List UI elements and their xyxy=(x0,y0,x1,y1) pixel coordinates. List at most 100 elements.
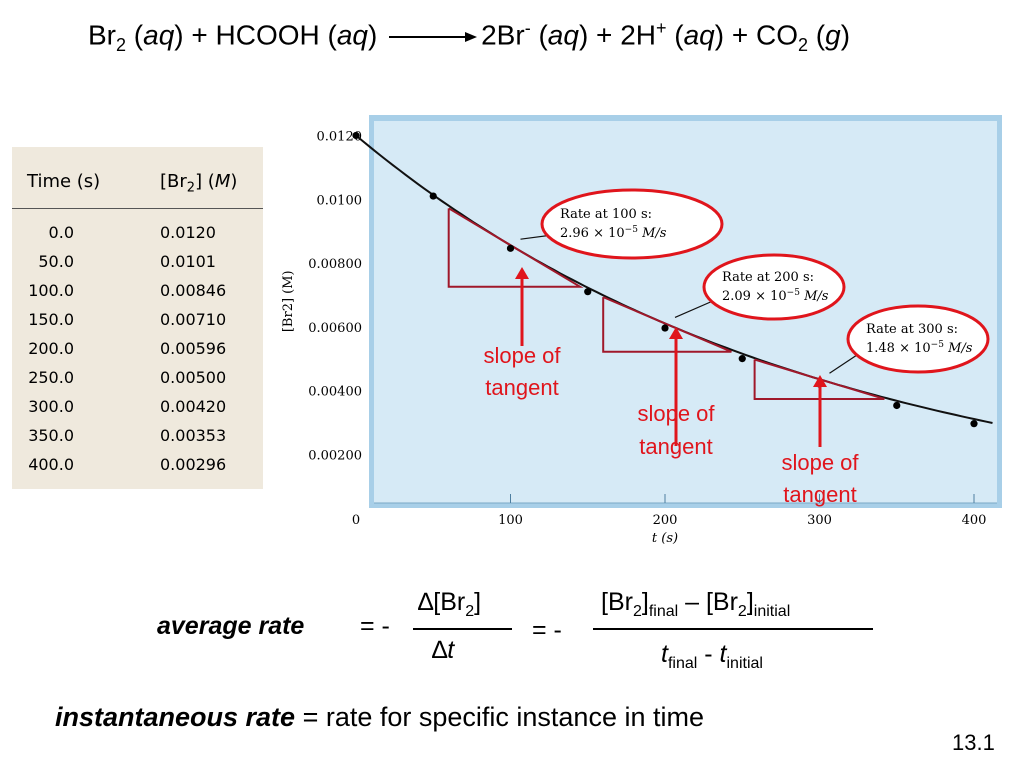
header-br: [Br xyxy=(160,171,187,192)
delta-br-text: ∆[Br xyxy=(418,588,466,616)
t-final-sub: final xyxy=(667,655,698,672)
hydrogen-charge: + xyxy=(655,18,667,38)
table-cell-time: 400.0 xyxy=(28,455,74,474)
phase-aq: aq xyxy=(336,19,368,51)
data-point xyxy=(661,324,669,332)
slope-arrow-head-icon xyxy=(515,267,529,279)
slope-label-line2: tangent xyxy=(485,375,558,400)
table-cell-time: 0.0 xyxy=(48,223,74,242)
delta-t: ∆t xyxy=(432,636,454,665)
phase-open: ( xyxy=(126,19,144,51)
x-tick-label: 0 xyxy=(352,513,360,528)
delta-symbol: ∆ xyxy=(432,636,448,664)
slope-label-line1: slope of xyxy=(483,343,561,368)
product-co2: + CO xyxy=(724,19,799,51)
data-point xyxy=(893,401,901,410)
phase-close: ) xyxy=(174,19,184,51)
table-cell-time: 300.0 xyxy=(28,397,74,416)
slope-label-line1: slope of xyxy=(781,450,859,475)
table-cell-concentration: 0.00500 xyxy=(160,368,227,387)
header-mid: ] ( xyxy=(195,171,215,192)
y-tick-label: 0.0120 xyxy=(317,130,363,145)
reaction-arrow-icon xyxy=(389,31,478,42)
data-point xyxy=(506,244,515,252)
concentration-table: Time (s) [Br2] (M) 0.0 0.0120 50.0 0.0101 10… xyxy=(12,147,263,489)
slope-label-line2: tangent xyxy=(783,482,856,507)
rate-callout-title: Rate at 300 s: xyxy=(866,322,958,337)
num-a-final: final xyxy=(648,603,679,620)
phase-aq: aq xyxy=(683,19,715,51)
t-var: t xyxy=(447,636,455,664)
y-tick-label: 0.00400 xyxy=(308,385,362,400)
phase-aq: aq xyxy=(143,19,175,51)
table-cell-time: 250.0 xyxy=(28,368,74,387)
table-cell-concentration: 0.0101 xyxy=(160,252,216,271)
num-b-initial: initial xyxy=(753,603,791,620)
br2-subscript: 2 xyxy=(116,34,127,55)
num-b-close: ] xyxy=(746,588,754,616)
t-initial-sub: initial xyxy=(726,655,763,672)
reactant-hcooh: + HCOOH ( xyxy=(183,19,337,51)
reactant-br2: Br xyxy=(88,19,116,51)
rate-callout-title: Rate at 100 s: xyxy=(560,207,652,222)
rate-unit: M/s xyxy=(944,341,973,356)
rate-value: 2.09 × 10 xyxy=(722,289,787,304)
concentration-vs-time-chart: 0.0120 0.0100 0.00800 0.00600 0.00400 0.00200… xyxy=(281,115,1002,546)
product-bromide: 2Br xyxy=(481,19,525,51)
co2-subscript: 2 xyxy=(798,34,809,55)
instantaneous-rate-definition: instantaneous rate = rate for specific i… xyxy=(55,702,704,733)
reaction-equation: Br2 (aq) + HCOOH (aq) 2Br- (aq) + 2H+ (a… xyxy=(88,18,850,56)
y-axis-label: [Br2] (M) xyxy=(281,270,296,332)
table-cell-concentration: 0.00296 xyxy=(160,455,227,474)
minus-equals-2: = - xyxy=(532,616,562,644)
slope-arrow-head-icon xyxy=(669,327,683,339)
phase-open: ( xyxy=(808,19,826,51)
phase-g: g xyxy=(825,19,841,51)
data-point xyxy=(429,192,437,200)
num-b-sub: 2 xyxy=(737,603,747,620)
phase-close: ) xyxy=(368,19,378,51)
rate-callout-value: 2.09 × 10−5 M/s xyxy=(722,288,829,304)
x-tick-label: 300 xyxy=(807,513,832,528)
y-tick-label: 0.00600 xyxy=(308,321,362,336)
phase-close: ) xyxy=(714,19,725,51)
header-divider xyxy=(12,208,263,209)
table-cell-time: 200.0 xyxy=(28,339,74,358)
phase-aq: aq xyxy=(547,19,579,51)
den-minus: - xyxy=(697,640,720,668)
denominator-t-diff: tfinal - tinitial xyxy=(661,640,763,673)
table-cell-concentration: 0.00420 xyxy=(160,397,227,416)
table-cell-time: 350.0 xyxy=(28,426,74,445)
product-hydrogen: + 2H xyxy=(588,19,656,51)
conc-column-header: [Br2] (M) xyxy=(160,171,237,196)
delta-br-sub: 2 xyxy=(465,603,475,620)
table-cell-time: 100.0 xyxy=(28,281,74,300)
slope-label-line1: slope of xyxy=(637,401,715,426)
y-tick-label: 0.0100 xyxy=(317,193,363,208)
phase-close: ) xyxy=(840,19,851,51)
rate-callout-value: 1.48 × 10−5 M/s xyxy=(866,340,973,356)
t-final: t xyxy=(661,640,668,668)
slide-number: 13.1 xyxy=(952,730,995,755)
table-cell-concentration: 0.00846 xyxy=(160,281,227,300)
data-point xyxy=(352,131,360,140)
slope-arrow-head-icon xyxy=(813,375,827,387)
table-cell-concentration: 0.0120 xyxy=(160,223,216,242)
table-cell-concentration: 0.00710 xyxy=(160,310,227,329)
bromide-charge: - xyxy=(524,18,531,38)
rate-value: 1.48 × 10 xyxy=(866,341,931,356)
table-cell-concentration: 0.00596 xyxy=(160,339,227,358)
t-initial: t xyxy=(719,640,727,668)
delta-br-close: ] xyxy=(474,588,482,616)
x-axis-label: t (s) xyxy=(652,531,678,546)
y-tick-label: 0.00800 xyxy=(308,257,362,272)
x-tick-label: 200 xyxy=(653,513,678,528)
num-a-sub: 2 xyxy=(632,603,642,620)
phase-open: ( xyxy=(530,19,548,51)
instantaneous-rate-label: instantaneous rate xyxy=(55,702,296,732)
minus-equals-1: = - xyxy=(360,612,390,640)
tangent-triangle xyxy=(447,207,584,288)
fraction-bar-2 xyxy=(593,628,873,630)
x-tick-label: 400 xyxy=(962,513,987,528)
data-point xyxy=(970,420,978,428)
